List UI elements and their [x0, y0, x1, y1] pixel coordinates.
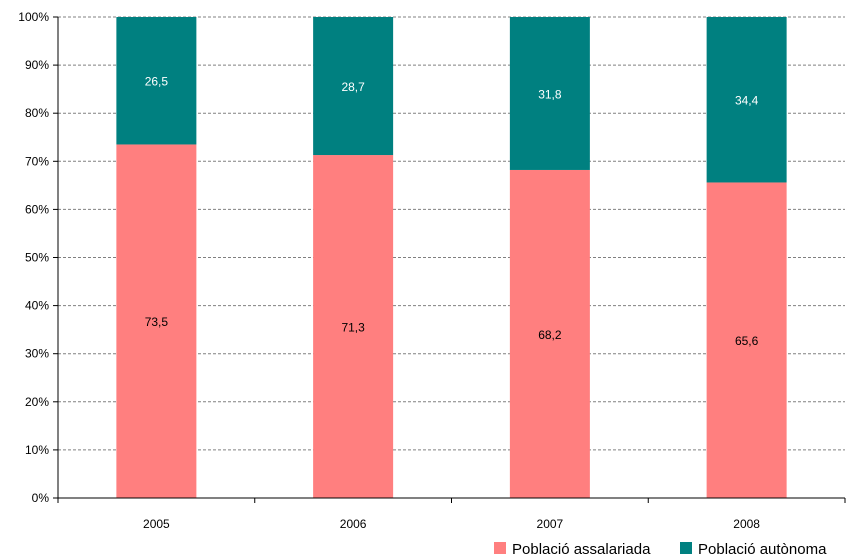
legend-swatch	[494, 542, 506, 554]
y-tick-label: 20%	[25, 395, 49, 409]
data-label: 26,5	[145, 75, 169, 89]
x-tick-label: 2008	[733, 517, 760, 531]
data-label: 71,3	[341, 321, 365, 335]
bar-segment	[509, 169, 590, 498]
y-tick-label: 10%	[25, 443, 49, 457]
y-tick-label: 40%	[25, 299, 49, 313]
bars: 73,5 26,5 71,3 28,7 68,2 31,8 65,6 34,4	[116, 17, 787, 499]
x-tick-label: 2007	[537, 517, 564, 531]
axes: 0% 10% 20% 30% 40% 50% 60% 70% 80% 90% 100% 2005 200…	[18, 10, 846, 531]
y-tick-label: 60%	[25, 202, 49, 216]
bar-segment	[116, 144, 197, 498]
y-tick-label: 70%	[25, 154, 49, 168]
legend-swatch	[680, 542, 692, 554]
x-tick-label: 2006	[340, 517, 367, 531]
legend: Població assalariada Població autònoma	[494, 541, 827, 558]
bar-segment	[509, 17, 590, 170]
data-label: 34,4	[735, 94, 759, 108]
legend-label: Població autònoma	[698, 541, 827, 558]
data-label: 73,5	[145, 315, 169, 329]
y-tick-label: 90%	[25, 58, 49, 72]
data-label: 68,2	[538, 328, 562, 342]
legend-label: Població assalariada	[512, 541, 651, 558]
y-tick-label: 80%	[25, 106, 49, 120]
data-label: 31,8	[538, 87, 562, 101]
bar-segment	[116, 17, 197, 145]
y-tick-label: 50%	[25, 251, 49, 265]
bar-segment	[706, 17, 787, 183]
data-label: 65,6	[735, 334, 759, 348]
bar-segment	[313, 17, 394, 156]
y-tick-label: 100%	[18, 10, 49, 24]
data-label: 28,7	[341, 80, 365, 94]
x-tick-label: 2005	[143, 517, 170, 531]
bar-segment	[706, 182, 787, 499]
y-tick-label: 0%	[32, 491, 50, 505]
y-tick-label: 30%	[25, 347, 49, 361]
bar-segment	[313, 155, 394, 498]
